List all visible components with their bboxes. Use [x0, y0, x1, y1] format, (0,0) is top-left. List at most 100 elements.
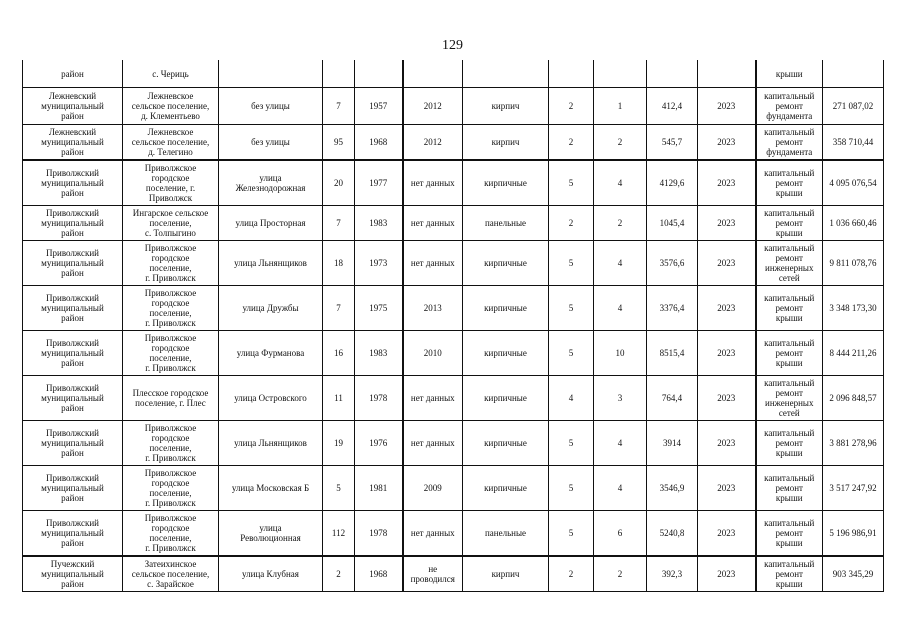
cell-settlement: Плесское городское поселение, г. Плес — [122, 375, 219, 421]
cell-last-repair-year: 2012 — [401, 87, 463, 125]
cell-planned-year: 2023 — [697, 159, 756, 206]
cell-entrances: 4 — [593, 465, 647, 511]
cell-year-built: 1977 — [354, 159, 403, 206]
cell-floors: 5 — [548, 159, 594, 206]
cell-settlement: Затеихинское сельское поселение, с. Зара… — [122, 555, 219, 592]
cell-street: улица Клубная — [218, 555, 323, 592]
cell-settlement: Приволжское городское поселение, г. Прив… — [122, 420, 219, 466]
page-number: 129 — [442, 38, 463, 53]
cell-last-repair-year: 2010 — [401, 330, 463, 376]
cell-planned-year: 2023 — [697, 510, 756, 557]
table-row: Лежневский муниципальный район Лежневское… — [22, 87, 884, 125]
housing-repair-table: район с. Чериць крыши Лежневский муниципаль… — [22, 60, 884, 592]
cell-cost: 903 345,29 — [822, 555, 884, 592]
cell-planned-year: 2023 — [697, 205, 756, 241]
cell-settlement: Приволжское городское поселение, г. Прив… — [122, 330, 219, 376]
cell-year-built: 1976 — [354, 420, 403, 466]
cell-area: 5240,8 — [646, 510, 698, 557]
cell-work-type: капитальный ремонт крыши — [754, 465, 823, 511]
cell-house-number: 11 — [322, 375, 355, 421]
cell-street: улица Островского — [218, 375, 323, 421]
cell-year-built: 1968 — [354, 124, 403, 161]
cell-area: 3546,9 — [646, 465, 698, 511]
cell-entrances: 4 — [593, 420, 647, 466]
cell-area: 412,4 — [646, 87, 698, 125]
cell-district: Лежневский муниципальный район — [22, 124, 123, 161]
table-row: Приволжский муниципальный район Приволжск… — [22, 285, 884, 331]
cell-last-repair-year: 2012 — [401, 124, 463, 161]
cell-area: 8515,4 — [646, 330, 698, 376]
cell-wall-material: панельные — [462, 205, 549, 241]
cell-settlement: Приволжское городское поселение, г. Прив… — [122, 510, 219, 557]
cell-cost: 1 036 660,46 — [822, 205, 884, 241]
cell-district: Лежневский муниципальный район — [22, 87, 123, 125]
cell-house-number: 112 — [322, 510, 355, 557]
cell-area: 3914 — [646, 420, 698, 466]
cell-settlement: с. Чериць — [122, 60, 219, 88]
cell-floors: 5 — [548, 285, 594, 331]
cell-house-number — [322, 60, 355, 88]
cell-entrances: 6 — [593, 510, 647, 557]
cell-planned-year: 2023 — [697, 124, 756, 161]
cell-street: без улицы — [218, 87, 323, 125]
cell-work-type: капитальный ремонт крыши — [754, 205, 823, 241]
cell-floors: 2 — [548, 555, 594, 592]
table-row: Приволжский муниципальный район Приволжск… — [22, 240, 884, 286]
cell-settlement: Приволжское городское поселение, г. Прив… — [122, 465, 219, 511]
cell-planned-year: 2023 — [697, 87, 756, 125]
cell-house-number: 20 — [322, 159, 355, 206]
cell-entrances: 4 — [593, 159, 647, 206]
cell-wall-material — [462, 60, 549, 88]
cell-house-number: 18 — [322, 240, 355, 286]
cell-street: улица Дружбы — [218, 285, 323, 331]
cell-settlement: Приволжское городское поселение, г. Прив… — [122, 285, 219, 331]
cell-district: Приволжский муниципальный район — [22, 205, 123, 241]
cell-house-number: 7 — [322, 205, 355, 241]
cell-wall-material: кирпичные — [462, 465, 549, 511]
cell-work-type: капитальный ремонт крыши — [754, 330, 823, 376]
table-row: Приволжский муниципальный район Ингарское… — [22, 205, 884, 241]
cell-last-repair-year: нет данных — [401, 375, 463, 421]
cell-work-type: капитальный ремонт крыши — [754, 555, 823, 592]
cell-street: улица Фурманова — [218, 330, 323, 376]
cell-last-repair-year: 2013 — [401, 285, 463, 331]
cell-wall-material: кирпичные — [462, 330, 549, 376]
cell-district: Приволжский муниципальный район — [22, 420, 123, 466]
cell-last-repair-year: нет данных — [401, 510, 463, 557]
table-row: Приволжский муниципальный район Плесское … — [22, 375, 884, 421]
cell-wall-material: кирпич — [462, 124, 549, 161]
cell-year-built: 1978 — [354, 375, 403, 421]
cell-area: 3576,6 — [646, 240, 698, 286]
cell-house-number: 16 — [322, 330, 355, 376]
cell-district: Приволжский муниципальный район — [22, 330, 123, 376]
cell-planned-year: 2023 — [697, 375, 756, 421]
cell-wall-material: кирпич — [462, 555, 549, 592]
cell-settlement: Лежневское сельское поселение, д. Телеги… — [122, 124, 219, 161]
cell-area: 4129,6 — [646, 159, 698, 206]
cell-wall-material: панельные — [462, 510, 549, 557]
cell-planned-year: 2023 — [697, 330, 756, 376]
cell-district: Приволжский муниципальный район — [22, 159, 123, 206]
cell-cost: 3 517 247,92 — [822, 465, 884, 511]
cell-cost: 2 096 848,57 — [822, 375, 884, 421]
cell-wall-material: кирпичные — [462, 420, 549, 466]
cell-street: улица Революционная — [218, 510, 323, 557]
cell-year-built: 1973 — [354, 240, 403, 286]
cell-year-built: 1983 — [354, 205, 403, 241]
cell-work-type: капитальный ремонт инженерных сетей — [754, 375, 823, 421]
cell-street: улица Железнодорожная — [218, 159, 323, 206]
cell-cost — [822, 60, 884, 88]
cell-floors: 5 — [548, 420, 594, 466]
cell-floors: 5 — [548, 330, 594, 376]
cell-area — [646, 60, 698, 88]
cell-cost: 8 444 211,26 — [822, 330, 884, 376]
cell-floors: 2 — [548, 124, 594, 161]
cell-planned-year — [697, 60, 756, 88]
cell-district: Приволжский муниципальный район — [22, 375, 123, 421]
cell-work-type: капитальный ремонт крыши — [754, 159, 823, 206]
cell-year-built: 1968 — [354, 555, 403, 592]
table-row: Лежневский муниципальный район Лежневское… — [22, 124, 884, 161]
cell-work-type: капитальный ремонт фундамента — [754, 87, 823, 125]
cell-floors: 2 — [548, 205, 594, 241]
cell-entrances: 2 — [593, 555, 647, 592]
